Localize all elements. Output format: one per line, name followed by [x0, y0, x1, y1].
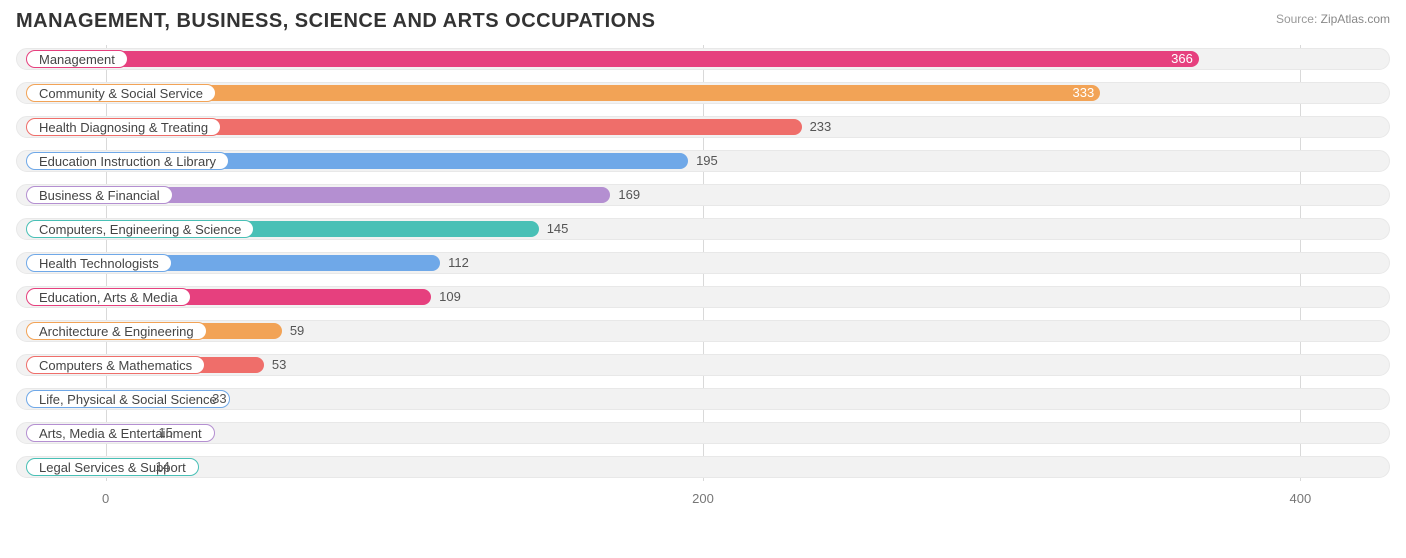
x-axis: 0 200 400: [16, 487, 1390, 513]
chart-row: Education Instruction & Library 195: [16, 147, 1390, 175]
value-label: 333: [1060, 84, 1094, 102]
chart-plot-area: Management 366 Community & Social Service 3…: [16, 45, 1390, 481]
chart-header: MANAGEMENT, BUSINESS, SCIENCE AND ARTS O…: [16, 10, 1390, 33]
chart-row: Health Diagnosing & Treating 233: [16, 113, 1390, 141]
category-label: Health Diagnosing & Treating: [26, 118, 221, 136]
source-site: ZipAtlas.com: [1321, 12, 1390, 26]
chart-row: Arts, Media & Entertainment15: [16, 419, 1390, 447]
bar: [106, 51, 1199, 67]
chart-row: Health Technologists 112: [16, 249, 1390, 277]
value-label: 366: [1159, 50, 1193, 68]
value-label: 33: [212, 390, 226, 408]
value-label: 112: [448, 254, 469, 272]
category-label: Health Technologists: [26, 254, 172, 272]
bar: [106, 187, 611, 203]
chart-row: Architecture & Engineering 59: [16, 317, 1390, 345]
chart-row: Business & Financial 169: [16, 181, 1390, 209]
category-label: Community & Social Service: [26, 84, 216, 102]
value-label: 233: [810, 118, 832, 136]
source-attribution: Source: ZipAtlas.com: [1276, 10, 1390, 26]
chart-row: Computers & Mathematics 53: [16, 351, 1390, 379]
value-label: 195: [696, 152, 718, 170]
value-label: 14: [155, 458, 169, 476]
bar-track: [16, 422, 1390, 444]
chart-row: Computers, Engineering & Science 145: [16, 215, 1390, 243]
category-label: Architecture & Engineering: [26, 322, 207, 340]
chart-row: Community & Social Service 333: [16, 79, 1390, 107]
chart-row: Life, Physical & Social Science33: [16, 385, 1390, 413]
value-label: 15: [158, 424, 172, 442]
x-tick-label: 0: [102, 491, 109, 506]
category-label: Business & Financial: [26, 186, 173, 204]
x-tick-label: 400: [1290, 491, 1312, 506]
category-label: Management: [26, 50, 128, 68]
category-label: Life, Physical & Social Science: [26, 390, 230, 408]
chart-title: MANAGEMENT, BUSINESS, SCIENCE AND ARTS O…: [16, 10, 655, 33]
category-label: Computers, Engineering & Science: [26, 220, 254, 238]
category-label: Computers & Mathematics: [26, 356, 205, 374]
value-label: 169: [618, 186, 640, 204]
x-tick-label: 200: [692, 491, 714, 506]
value-label: 109: [439, 288, 461, 306]
source-label: Source:: [1276, 12, 1317, 26]
category-label: Legal Services & Support: [26, 458, 199, 476]
bar: [106, 85, 1101, 101]
value-label: 145: [547, 220, 569, 238]
chart-row: Education, Arts & Media 109: [16, 283, 1390, 311]
chart-container: Management 366 Community & Social Service 3…: [16, 45, 1390, 513]
category-label: Education, Arts & Media: [26, 288, 191, 306]
value-label: 53: [272, 356, 286, 374]
category-label: Education Instruction & Library: [26, 152, 229, 170]
category-label: Arts, Media & Entertainment: [26, 424, 215, 442]
value-label: 59: [290, 322, 304, 340]
bar-track: [16, 456, 1390, 478]
chart-row: Management 366: [16, 45, 1390, 73]
chart-row: Legal Services & Support14: [16, 453, 1390, 481]
